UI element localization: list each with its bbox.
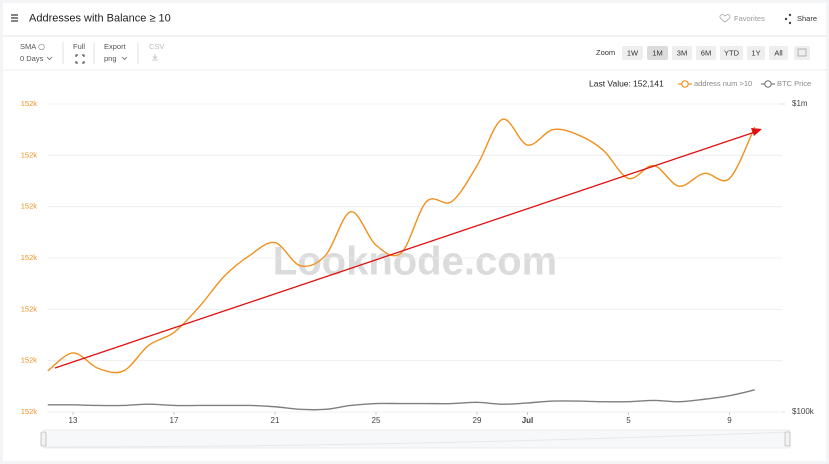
zoom-button-label[interactable]: 6M [701, 48, 711, 57]
zoom-buttons: 1W 1M 3M 6M YTD 1Y All [622, 46, 788, 60]
sma-label: SMA [20, 42, 36, 51]
x-tick-label: Jul [522, 416, 534, 425]
zoom-button[interactable] [647, 46, 668, 60]
legend-marker [681, 80, 689, 88]
x-tick-label: 9 [727, 416, 732, 425]
zoom-button-label[interactable]: 3M [677, 48, 687, 57]
last-value: 152,141 [633, 78, 664, 88]
zoom-button[interactable] [672, 46, 692, 60]
zoom-button[interactable] [769, 46, 788, 60]
legend-marker [764, 80, 772, 88]
navigator-handle[interactable] [40, 431, 47, 447]
calendar-icon [797, 48, 807, 57]
zoom-button-label[interactable]: All [774, 48, 783, 57]
y2-tick-label: $100k [792, 407, 815, 416]
share-button[interactable]: Share [797, 14, 817, 23]
card [3, 3, 826, 461]
export-label: Export [104, 42, 127, 51]
fullscreen-button[interactable] [75, 54, 85, 64]
zoom-button[interactable] [696, 46, 716, 60]
zoom-button-label[interactable]: 1Y [751, 48, 760, 57]
x-tick-label: 5 [626, 416, 631, 425]
zoom-button-label[interactable]: 1M [652, 48, 662, 57]
x-tick-label: 13 [69, 416, 78, 425]
x-tick-label: 25 [372, 416, 381, 425]
plot-area: 152k 152k 152k 152k 152k 152k 152k $100k $1m 13 17… [21, 99, 815, 425]
info-icon [38, 43, 45, 51]
arrow-head [751, 128, 762, 136]
menu-icon[interactable] [11, 14, 18, 22]
navigator[interactable] [43, 429, 791, 449]
y-tick-label: 152k [21, 304, 38, 313]
y-tick-label: 152k [21, 356, 38, 365]
legend: address num >10 BTC Price [678, 79, 811, 88]
zoom-button-label[interactable]: YTD [724, 48, 740, 57]
trend-arrow [54, 131, 756, 369]
dropdown-icon [46, 56, 53, 61]
csv-label: CSV [149, 42, 164, 51]
navigator-preview [43, 431, 791, 448]
legend-label[interactable]: address num >10 [694, 79, 752, 88]
legend-label[interactable]: BTC Price [777, 79, 811, 88]
zoom-button[interactable] [720, 46, 743, 60]
favorites-button[interactable]: Favorites [734, 14, 765, 23]
csv-button[interactable] [152, 54, 158, 61]
favorite-icon[interactable] [719, 14, 731, 23]
series-line [47, 389, 755, 411]
zoom-label: Zoom [596, 48, 615, 57]
x-tick-label: 17 [170, 416, 179, 425]
y-tick-label: 152k [21, 150, 38, 159]
calendar-button[interactable] [794, 46, 810, 60]
x-tick-label: 29 [473, 416, 482, 425]
y-tick-label: 152k [21, 407, 38, 416]
zoom-button[interactable] [622, 46, 643, 60]
zoom-button-label[interactable]: 1W [627, 48, 639, 57]
series-line [47, 118, 756, 374]
navigator-handle[interactable] [784, 431, 791, 447]
sma-select[interactable]: 0 Days [20, 54, 44, 63]
x-tick-label: 21 [271, 416, 280, 425]
page-title: Addresses with Balance ≥ 10 [29, 12, 171, 24]
y-tick-label: 152k [21, 202, 38, 211]
y2-tick-label: $1m [792, 99, 808, 108]
zoom-button[interactable] [747, 46, 765, 60]
y-tick-label: 152k [21, 253, 38, 262]
y-tick-label: 152k [21, 99, 38, 108]
full-label: Full [73, 42, 85, 51]
export-select[interactable]: png [104, 54, 117, 63]
share-icon[interactable] [784, 13, 792, 25]
last-value-label: Last Value: [589, 78, 631, 88]
dropdown-icon [121, 56, 128, 61]
